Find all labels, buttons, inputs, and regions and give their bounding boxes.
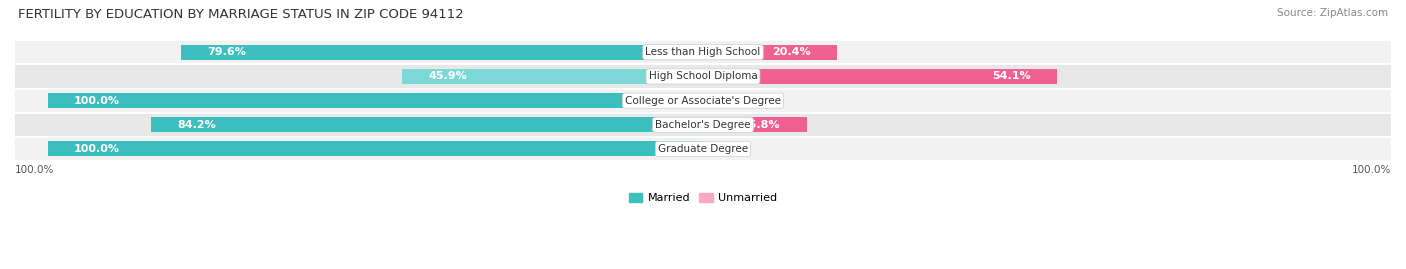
Text: 79.6%: 79.6%	[208, 47, 246, 57]
Bar	[703, 117, 807, 132]
Text: 84.2%: 84.2%	[177, 120, 217, 130]
Text: 45.9%: 45.9%	[429, 72, 467, 82]
Text: College or Associate's Degree: College or Associate's Degree	[626, 95, 780, 106]
Text: Bachelor's Degree: Bachelor's Degree	[655, 120, 751, 130]
Bar	[703, 69, 1057, 84]
Text: Graduate Degree: Graduate Degree	[658, 144, 748, 154]
Text: 100.0%: 100.0%	[1351, 165, 1391, 175]
FancyBboxPatch shape	[15, 89, 1391, 113]
FancyBboxPatch shape	[15, 64, 1391, 89]
Text: 20.4%: 20.4%	[772, 47, 810, 57]
Text: Less than High School: Less than High School	[645, 47, 761, 57]
Legend: Married, Unmarried: Married, Unmarried	[624, 189, 782, 208]
Bar	[48, 141, 703, 157]
Text: 0.0%: 0.0%	[710, 144, 738, 154]
Bar	[703, 45, 837, 60]
Text: 100.0%: 100.0%	[75, 144, 120, 154]
Text: FERTILITY BY EDUCATION BY MARRIAGE STATUS IN ZIP CODE 94112: FERTILITY BY EDUCATION BY MARRIAGE STATU…	[18, 8, 464, 21]
Bar	[402, 69, 703, 84]
Bar	[152, 117, 703, 132]
Text: 100.0%: 100.0%	[15, 165, 55, 175]
Text: Source: ZipAtlas.com: Source: ZipAtlas.com	[1277, 8, 1388, 18]
Text: 100.0%: 100.0%	[75, 95, 120, 106]
FancyBboxPatch shape	[15, 137, 1391, 161]
Text: 54.1%: 54.1%	[993, 72, 1031, 82]
FancyBboxPatch shape	[15, 113, 1391, 137]
Bar	[48, 93, 703, 108]
Text: 0.0%: 0.0%	[710, 95, 738, 106]
Text: 15.8%: 15.8%	[742, 120, 780, 130]
Bar	[181, 45, 703, 60]
Text: High School Diploma: High School Diploma	[648, 72, 758, 82]
FancyBboxPatch shape	[15, 40, 1391, 64]
